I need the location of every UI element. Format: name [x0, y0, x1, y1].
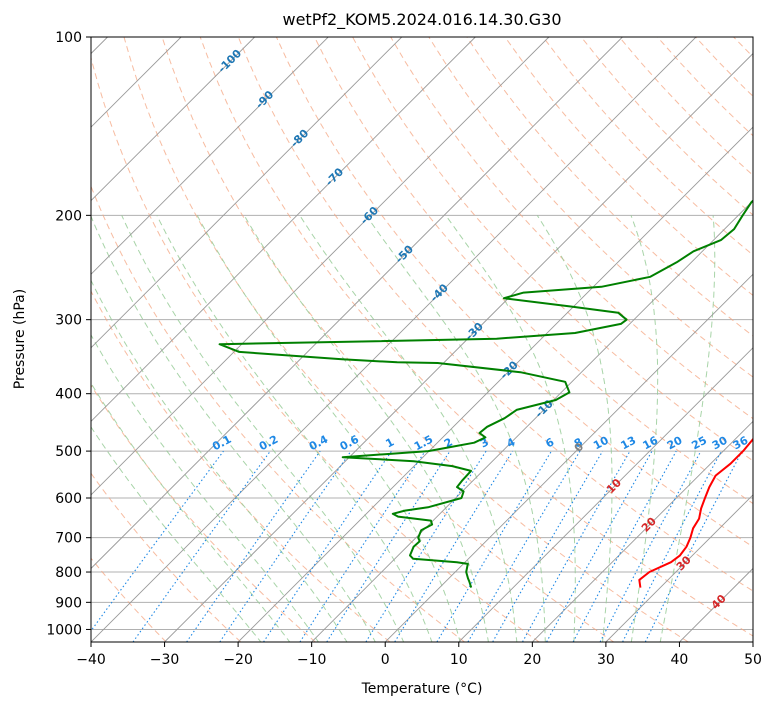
x-tick-label: 30	[597, 652, 615, 668]
x-tick-label: 10	[450, 652, 468, 668]
mixing-ratio-line	[522, 450, 631, 642]
mixing-ratio-label: 13	[619, 434, 639, 453]
plot-frame	[90, 36, 754, 643]
y-tick-label: 200	[55, 208, 82, 224]
dry-adiabat	[123, 37, 614, 642]
y-axis-title: Pressure (hPa)	[12, 289, 28, 389]
mixing-ratio-line	[263, 450, 392, 642]
mixing-ratio-line	[644, 450, 743, 642]
x-tick-label: 20	[523, 652, 541, 668]
dry-adiabat	[352, 37, 753, 462]
y-tick-label: 900	[55, 595, 82, 611]
moist-adiabat	[91, 333, 320, 642]
y-tick-label: 800	[55, 565, 82, 581]
moist-adiabat	[536, 215, 613, 642]
moist-adiabat	[630, 215, 659, 642]
x-tick-label: −10	[297, 652, 327, 668]
moist-adiabat	[659, 215, 716, 642]
dry-adiabat	[314, 37, 753, 505]
dry-adiabat	[466, 37, 753, 337]
moist-adiabat	[196, 215, 461, 642]
isotherm	[91, 37, 476, 422]
x-tick-label: 0	[381, 652, 390, 668]
mixing-ratio-line	[572, 450, 677, 642]
y-tick-label: 700	[55, 531, 82, 547]
x-tick-label: 40	[671, 652, 689, 668]
mixing-ratio-line	[394, 450, 514, 642]
isotherm	[91, 37, 403, 349]
dry-adiabat	[91, 472, 242, 642]
dewpoint-profile	[218, 199, 753, 588]
moist-adiabat	[365, 215, 546, 642]
moist-adiabat	[445, 215, 576, 642]
isotherm	[91, 37, 623, 570]
isotherm	[384, 273, 753, 642]
moist-adiabat	[91, 279, 348, 642]
dry-adiabat	[428, 37, 753, 378]
moist-adiabat	[91, 215, 376, 642]
y-tick-label: 100	[55, 30, 82, 46]
y-tick-label: 600	[55, 491, 82, 507]
isotherm	[605, 494, 753, 642]
y-axis: 100 200 300 400 500 600 700 800 900 1000	[46, 30, 91, 638]
y-tick-label: 400	[55, 387, 82, 403]
profiles	[218, 199, 753, 588]
isotherm	[458, 347, 753, 642]
isotherm	[311, 200, 753, 642]
mixing-ratio-line	[186, 450, 321, 642]
isotherm	[532, 420, 753, 642]
moist-adiabat	[156, 215, 433, 642]
isotherm	[91, 37, 255, 202]
mixing-ratio-line	[326, 450, 451, 642]
dry-adiabat	[91, 185, 465, 642]
x-axis-title: Temperature (°C)	[361, 681, 483, 697]
background-lines	[91, 37, 753, 642]
mixing-ratio-label: 10	[591, 434, 611, 453]
temperature-profile	[638, 437, 753, 588]
mixing-ratio-label: 20	[665, 434, 685, 453]
mixing-ratio-label: 25	[689, 434, 709, 453]
dry-adiabat	[275, 37, 753, 548]
x-tick-label: −20	[223, 652, 253, 668]
x-axis: −40 −30 −20 −10 0 10 20 30 40 50	[76, 642, 762, 668]
isotherm	[91, 37, 550, 496]
moist-adiabat	[91, 426, 262, 642]
y-tick-label: 300	[55, 313, 82, 329]
chart-title: wetPf2_KOM5.2024.016.14.30.G30	[282, 10, 561, 30]
mixing-ratio-line	[299, 450, 426, 642]
dry-adiabat	[504, 37, 753, 296]
y-tick-label: 500	[55, 444, 82, 460]
mixing-ratio-line	[91, 450, 224, 632]
isotherm	[237, 126, 753, 642]
mixing-ratio-line	[546, 450, 653, 642]
mixing-ratio-label: 16	[641, 434, 661, 453]
y-tick-label: 1000	[46, 622, 82, 638]
dry-adiabat	[91, 55, 540, 642]
x-tick-label: 50	[744, 652, 762, 668]
dry-adiabat	[237, 37, 753, 592]
dry-adiabat	[91, 290, 391, 642]
x-tick-label: −40	[76, 652, 106, 668]
mixing-ratio-label: 30	[710, 434, 730, 453]
moist-adiabat	[243, 215, 490, 642]
dry-adiabat	[390, 37, 753, 420]
mixing-ratio-line	[132, 450, 271, 642]
x-tick-label: −30	[150, 652, 180, 668]
moist-adiabat	[91, 382, 291, 642]
isotherm	[91, 37, 329, 275]
moist-adiabat	[121, 215, 405, 642]
dry-adiabat	[91, 384, 316, 642]
mixing-ratio-line	[219, 450, 352, 642]
isotherm	[91, 37, 697, 642]
